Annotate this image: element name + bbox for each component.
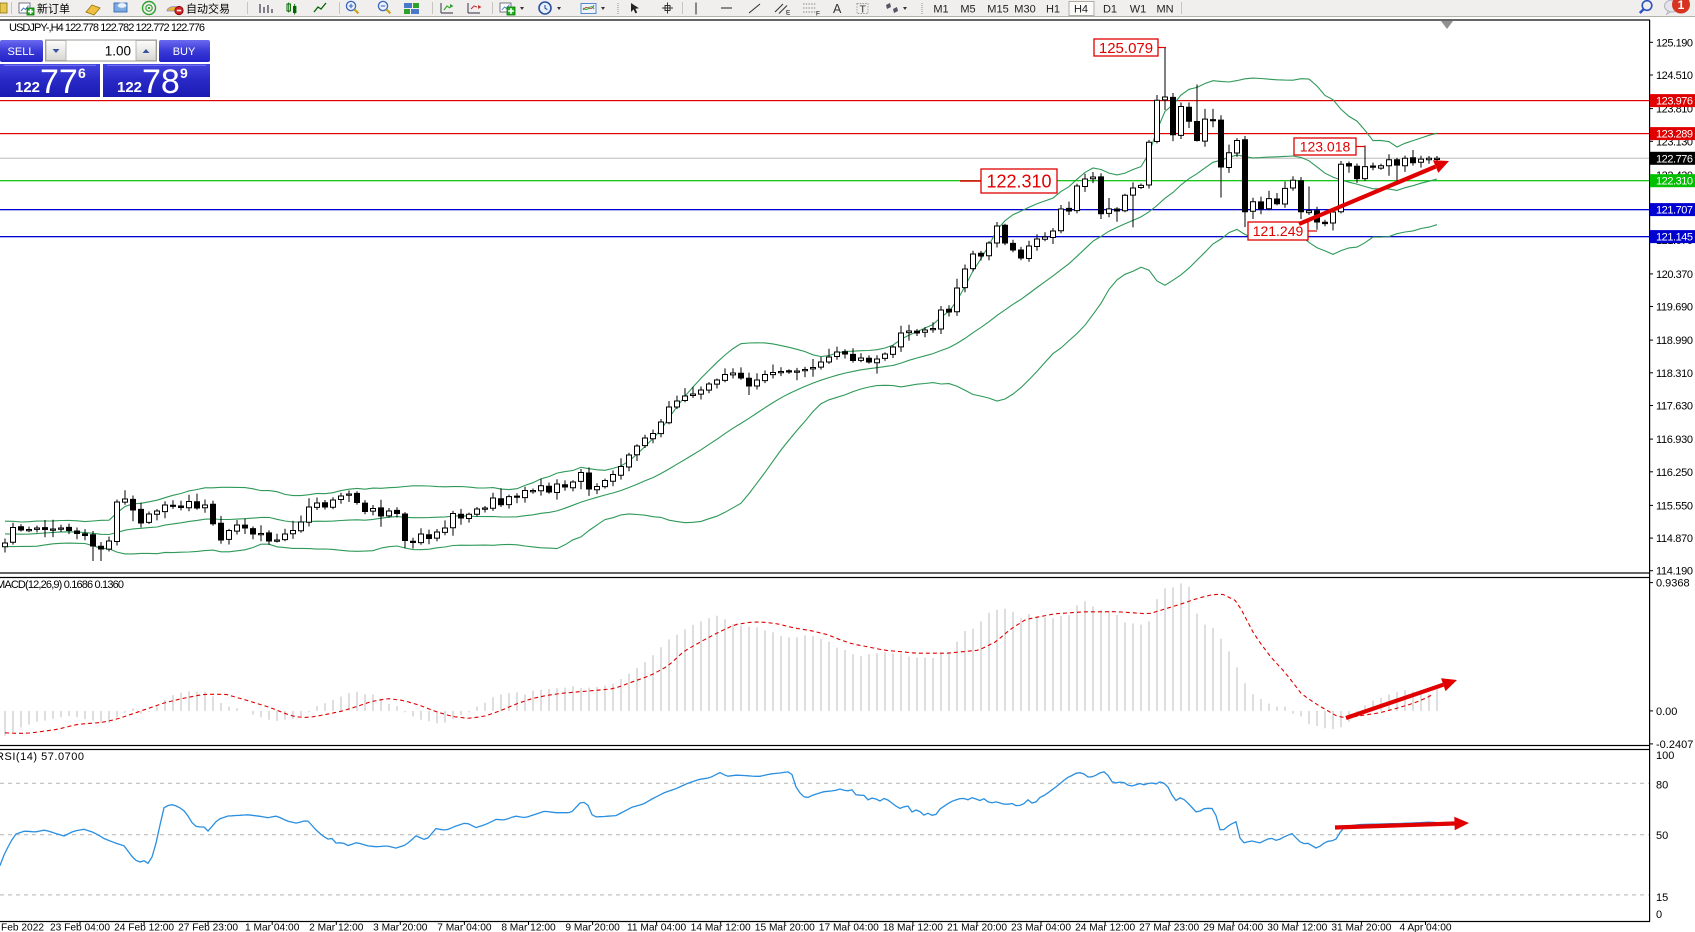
svg-text:123.289: 123.289: [1656, 129, 1693, 141]
svg-text:11 Mar 04:00: 11 Mar 04:00: [627, 923, 687, 932]
svg-text:RSI(14) 57.0700: RSI(14) 57.0700: [0, 751, 84, 763]
svg-text:-0.2407: -0.2407: [1656, 739, 1693, 751]
svg-text:122.776: 122.776: [1656, 153, 1693, 165]
svg-text:M15: M15: [987, 4, 1008, 16]
svg-text:自动交易: 自动交易: [186, 2, 230, 16]
svg-text:30 Mar 12:00: 30 Mar 12:00: [1267, 923, 1327, 932]
svg-text:MACD(12,26,9) 0.1686 0.1360: MACD(12,26,9) 0.1686 0.1360: [0, 579, 124, 591]
svg-text:120.370: 120.370: [1656, 269, 1693, 281]
svg-text:116.250: 116.250: [1656, 467, 1693, 479]
svg-text:3 Mar 20:00: 3 Mar 20:00: [373, 923, 428, 932]
svg-text:E: E: [786, 10, 791, 17]
svg-text:116.930: 116.930: [1656, 434, 1693, 446]
svg-text:23 Feb 04:00: 23 Feb 04:00: [50, 923, 110, 932]
svg-text:125.190: 125.190: [1656, 37, 1693, 49]
svg-text:15 Mar 20:00: 15 Mar 20:00: [755, 923, 815, 932]
svg-text:2 Mar 12:00: 2 Mar 12:00: [309, 923, 364, 932]
svg-text:122: 122: [15, 79, 40, 96]
svg-text:USDJPY-,H4 122.778 122.782 12: USDJPY-,H4 122.778 122.782 122.772 122.7…: [9, 22, 205, 34]
svg-text:122.310: 122.310: [1656, 176, 1693, 188]
svg-text:80: 80: [1656, 779, 1668, 791]
svg-text:50: 50: [1656, 830, 1668, 842]
svg-text:122.310: 122.310: [986, 171, 1051, 191]
svg-text:121.145: 121.145: [1656, 232, 1693, 244]
svg-text:9 Mar 20:00: 9 Mar 20:00: [565, 923, 620, 932]
svg-text:新订单: 新订单: [37, 2, 70, 16]
svg-text:121.707: 121.707: [1656, 205, 1693, 217]
svg-text:1: 1: [1678, 0, 1685, 12]
svg-text:6: 6: [78, 65, 86, 81]
svg-text:MN: MN: [1156, 4, 1173, 16]
svg-text:124.510: 124.510: [1656, 70, 1693, 82]
svg-text:0: 0: [1656, 909, 1662, 921]
svg-text:31 Mar 20:00: 31 Mar 20:00: [1331, 923, 1391, 932]
svg-text:H4: H4: [1074, 4, 1088, 16]
svg-text:9: 9: [180, 65, 188, 81]
svg-text:119.690: 119.690: [1656, 302, 1693, 314]
svg-text:18 Mar 12:00: 18 Mar 12:00: [883, 923, 943, 932]
svg-text:27 Feb 23:00: 27 Feb 23:00: [178, 923, 238, 932]
svg-text:0.9368: 0.9368: [1656, 578, 1690, 590]
svg-text:24 Mar 12:00: 24 Mar 12:00: [1075, 923, 1135, 932]
svg-text:78: 78: [142, 63, 180, 101]
svg-text:D1: D1: [1103, 4, 1117, 16]
svg-text:117.630: 117.630: [1656, 401, 1693, 413]
svg-text:123.976: 123.976: [1656, 96, 1693, 108]
svg-text:17 Mar 04:00: 17 Mar 04:00: [819, 923, 879, 932]
svg-text:A: A: [833, 2, 842, 16]
svg-text:7 Mar 04:00: 7 Mar 04:00: [437, 923, 492, 932]
svg-text:BUY: BUY: [173, 46, 196, 58]
svg-text:21 Mar 20:00: 21 Mar 20:00: [947, 923, 1007, 932]
svg-text:29 Mar 04:00: 29 Mar 04:00: [1203, 923, 1263, 932]
svg-text:1 Mar 04:00: 1 Mar 04:00: [245, 923, 300, 932]
svg-text:1.00: 1.00: [105, 44, 131, 59]
svg-text:100: 100: [1656, 750, 1674, 762]
svg-text:27 Mar 23:00: 27 Mar 23:00: [1139, 923, 1199, 932]
svg-text:SELL: SELL: [8, 46, 35, 58]
svg-text:4 Apr 04:00: 4 Apr 04:00: [1399, 923, 1451, 932]
svg-text:0.00: 0.00: [1656, 706, 1677, 718]
svg-text:14 Mar 12:00: 14 Mar 12:00: [691, 923, 751, 932]
svg-text:122: 122: [117, 79, 142, 96]
svg-text:W1: W1: [1130, 4, 1147, 16]
svg-text:15: 15: [1656, 892, 1668, 904]
svg-text:M1: M1: [933, 4, 948, 16]
svg-text:115.550: 115.550: [1656, 500, 1693, 512]
svg-text:23 Mar 04:00: 23 Mar 04:00: [1011, 923, 1071, 932]
svg-text:8 Mar 12:00: 8 Mar 12:00: [501, 923, 556, 932]
svg-text:118.990: 118.990: [1656, 335, 1693, 347]
svg-text:H1: H1: [1046, 4, 1060, 16]
svg-text:125.079: 125.079: [1099, 40, 1153, 57]
svg-text:M5: M5: [960, 4, 975, 16]
svg-text:121.249: 121.249: [1253, 223, 1304, 239]
svg-text:114.870: 114.870: [1656, 533, 1693, 545]
svg-text:M30: M30: [1014, 4, 1035, 16]
svg-text:T: T: [860, 4, 867, 16]
svg-text:77: 77: [40, 63, 78, 101]
svg-text:123.018: 123.018: [1300, 139, 1351, 155]
svg-text:F: F: [816, 11, 820, 18]
svg-text:118.310: 118.310: [1656, 368, 1693, 380]
svg-text:114.190: 114.190: [1656, 566, 1693, 578]
svg-text:Feb 2022: Feb 2022: [1, 923, 44, 932]
svg-text:24 Feb 12:00: 24 Feb 12:00: [114, 923, 174, 932]
